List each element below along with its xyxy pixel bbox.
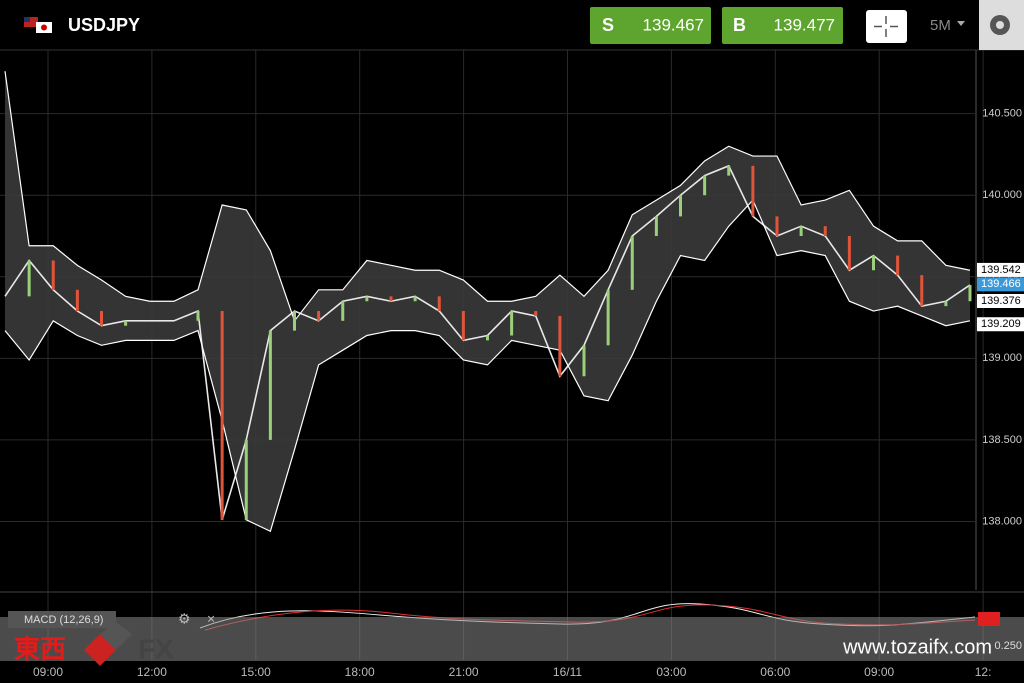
macd-label-box <box>8 611 116 628</box>
plot: 138.000138.500139.000139.500140.000140.5… <box>0 50 1024 660</box>
band-line <box>4 71 971 323</box>
macd-settings[interactable]: ⚙ <box>178 611 191 627</box>
price-tag <box>977 293 1024 308</box>
band-fill <box>5 71 970 532</box>
time-label: 18:00 <box>345 665 375 679</box>
dropdown-arrow <box>957 21 965 26</box>
sell-price: 139.467 <box>643 15 704 34</box>
price-tick-label: 140.000 <box>982 189 1022 201</box>
time-label: 03:00 <box>656 665 686 679</box>
time-label: 21:00 <box>449 665 479 679</box>
band-line <box>4 199 971 533</box>
time-axis: 09:00 12:00 15:00 18:00 21:00 16/11 03:00 06:00… <box>33 665 991 679</box>
time-label: 12:00 <box>137 665 167 679</box>
symbol: USDJPY <box>68 15 140 35</box>
macd-label: MACD (12,26,9) <box>24 614 103 626</box>
macd-close[interactable]: × <box>207 611 215 627</box>
brand-logo-dark <box>100 622 132 650</box>
brand-fx: FX <box>138 633 174 664</box>
header-bar <box>0 0 1024 50</box>
sell-button[interactable] <box>590 7 711 44</box>
time-label: 06:00 <box>760 665 790 679</box>
settings-button[interactable] <box>979 0 1024 50</box>
price-tag-label: 139.376 <box>981 295 1021 307</box>
price-tag <box>977 317 1024 332</box>
price-tick-label: 139.000 <box>982 352 1022 364</box>
price-tag-label: 139.542 <box>981 264 1021 276</box>
time-label: 09:00 <box>864 665 894 679</box>
buy-label: B <box>733 15 746 35</box>
watermark-url: www.tozaifx.com <box>842 636 992 658</box>
time-label: 12: <box>975 665 992 679</box>
macd-value-tag <box>978 612 1000 626</box>
time-label: 09:00 <box>33 665 63 679</box>
timeframe[interactable]: 5M <box>930 17 951 34</box>
buy-button[interactable] <box>722 7 843 44</box>
price-tick-label: 138.000 <box>982 515 1022 527</box>
crosshair-button[interactable] <box>866 10 907 43</box>
price-tick-label: 138.500 <box>982 434 1022 446</box>
brand-cjk: 東西 <box>14 634 66 664</box>
price-tag <box>977 277 1024 292</box>
price-tag-label: 139.209 <box>981 318 1021 330</box>
flag-icon <box>24 17 52 33</box>
price-tick-label: 140.500 <box>982 108 1022 120</box>
macd-tick: 0.250 <box>994 640 1022 652</box>
sell-label: S <box>602 15 614 35</box>
price-tag-label: 139.466 <box>981 278 1021 290</box>
time-label: 16/11 <box>553 665 582 679</box>
time-label: 15:00 <box>241 665 271 679</box>
watermark-band <box>0 617 1024 661</box>
buy-price: 139.477 <box>774 15 835 34</box>
price-tag <box>977 262 1024 277</box>
